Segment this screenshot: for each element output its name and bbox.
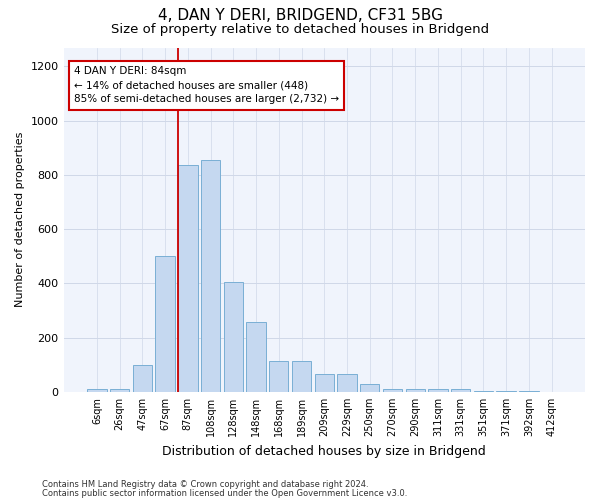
Bar [87,389,107,392]
Bar [201,160,220,392]
Bar [155,256,175,392]
Y-axis label: Number of detached properties: Number of detached properties [15,132,25,308]
Bar [519,391,539,392]
Bar [474,390,493,392]
Text: 4 DAN Y DERI: 84sqm
← 14% of detached houses are smaller (448)
85% of semi-detac: 4 DAN Y DERI: 84sqm ← 14% of detached ho… [74,66,339,104]
Bar [451,389,470,392]
Bar [247,322,266,392]
X-axis label: Distribution of detached houses by size in Bridgend: Distribution of detached houses by size … [163,444,486,458]
Bar [314,374,334,392]
Text: Contains HM Land Registry data © Crown copyright and database right 2024.: Contains HM Land Registry data © Crown c… [42,480,368,489]
Bar [269,360,289,392]
Bar [383,389,402,392]
Text: Size of property relative to detached houses in Bridgend: Size of property relative to detached ho… [111,22,489,36]
Text: 4, DAN Y DERI, BRIDGEND, CF31 5BG: 4, DAN Y DERI, BRIDGEND, CF31 5BG [157,8,443,22]
Bar [496,391,516,392]
Bar [360,384,379,392]
Bar [337,374,356,392]
Bar [110,388,130,392]
Bar [178,166,197,392]
Bar [406,389,425,392]
Bar [428,389,448,392]
Bar [292,360,311,392]
Bar [133,365,152,392]
Text: Contains public sector information licensed under the Open Government Licence v3: Contains public sector information licen… [42,489,407,498]
Bar [224,282,243,392]
